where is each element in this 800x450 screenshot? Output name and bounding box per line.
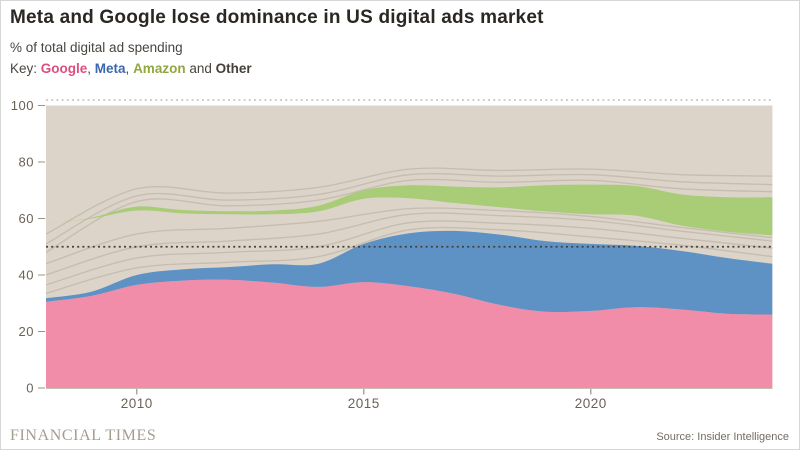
key-other-label: Other <box>215 61 252 76</box>
key-comma: , <box>87 61 95 76</box>
y-tick-label: 20 <box>19 324 34 339</box>
y-tick-label: 100 <box>11 98 34 113</box>
other-streak-line <box>46 173 773 245</box>
y-tick-label: 80 <box>19 155 34 170</box>
other-streak-line <box>46 167 773 235</box>
other-streak-line <box>46 212 773 276</box>
y-tick-label: 60 <box>19 211 34 226</box>
key-meta-label: Meta <box>94 61 126 76</box>
chart-subtitle: % of total digital ad spending <box>10 40 183 55</box>
key-google-label: Google <box>40 61 88 76</box>
meta-area <box>46 230 773 315</box>
ft-logo-text: FINANCIAL TIMES <box>10 427 157 444</box>
key-comma: , <box>125 61 134 76</box>
other-streak-line <box>46 178 773 253</box>
chart-key: Key: Google, Meta, Amazon and Other <box>10 61 252 76</box>
y-tick-label: 0 <box>26 381 34 396</box>
other-streak-line <box>46 226 773 295</box>
other-streak-line <box>46 220 773 286</box>
key-and: and <box>185 61 216 76</box>
key-label: Key: <box>10 61 41 76</box>
amazon-area <box>46 184 773 236</box>
source-label: Source: Insider Intelligence <box>656 431 789 443</box>
chart-title: Meta and Google lose dominance in US dig… <box>10 7 544 28</box>
other-streak-line <box>46 207 773 265</box>
y-tick-label: 40 <box>19 268 34 283</box>
x-tick-label: 2015 <box>348 396 380 411</box>
google-area <box>46 279 773 388</box>
key-amazon-label: Amazon <box>133 61 186 76</box>
x-tick-label: 2020 <box>575 396 607 411</box>
x-tick-label: 2010 <box>121 396 153 411</box>
